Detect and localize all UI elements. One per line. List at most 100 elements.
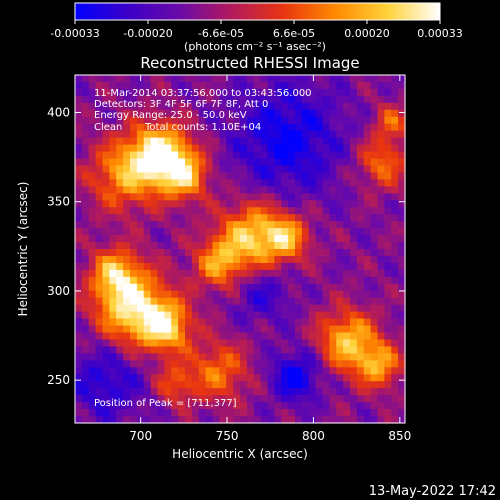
heatmap-cell <box>136 346 145 354</box>
heatmap-cell <box>212 186 220 194</box>
heatmap-cell <box>130 228 138 236</box>
heatmap-cell <box>95 360 104 368</box>
heatmap-cell <box>205 262 214 271</box>
heatmap-cell <box>343 81 351 90</box>
heatmap-cell <box>75 186 83 194</box>
heatmap-cell <box>267 221 275 229</box>
heatmap-cell <box>281 283 289 292</box>
heatmap-cell <box>178 255 186 264</box>
heatmap-cell <box>356 81 365 90</box>
heatmap-cell <box>398 109 406 118</box>
heatmap-cell <box>288 249 296 257</box>
heatmap-cell <box>109 249 117 257</box>
heatmap-cell <box>253 402 262 410</box>
heatmap-cell <box>233 304 241 313</box>
heatmap-cell <box>116 346 124 354</box>
heatmap-cell <box>171 172 179 180</box>
heatmap-cell <box>295 235 303 243</box>
heatmap-cell <box>157 179 165 187</box>
heatmap-cell <box>356 297 365 306</box>
heatmap-cell <box>398 297 406 306</box>
heatmap-cell <box>260 353 269 361</box>
heatmap-cell <box>384 235 392 243</box>
heatmap-cell <box>233 151 241 160</box>
heatmap-cell <box>171 381 179 389</box>
heatmap-cell <box>288 318 296 327</box>
heatmap-cell <box>219 381 227 389</box>
heatmap-cell <box>370 207 379 215</box>
heatmap-cell <box>315 381 324 389</box>
heatmap-cell <box>246 102 255 111</box>
heatmap-cell <box>226 374 234 382</box>
heatmap-cell <box>281 332 289 341</box>
heatmap-cell <box>171 130 179 139</box>
heatmap-cell <box>253 158 262 167</box>
heatmap-cell <box>171 262 179 271</box>
heatmap-cell <box>205 200 214 208</box>
heatmap-cell <box>398 395 406 403</box>
y-tick-label: 400 <box>47 105 70 119</box>
heatmap-cell <box>233 165 241 174</box>
heatmap-cell <box>391 242 399 250</box>
heatmap-cell <box>288 304 296 313</box>
heatmap-cell <box>398 235 406 243</box>
heatmap-cell <box>136 228 145 236</box>
heatmap-cell <box>260 332 269 341</box>
heatmap-cell <box>178 283 186 292</box>
heatmap-cell <box>295 311 303 320</box>
heatmap-cell <box>164 255 172 264</box>
heatmap-cell <box>315 304 324 313</box>
heatmap-cell <box>315 262 324 271</box>
heatmap-cell <box>88 207 97 215</box>
heatmap-cell <box>150 318 159 327</box>
heatmap-cell <box>75 332 83 341</box>
heatmap-cell <box>191 297 200 306</box>
heatmap-cell <box>260 186 269 194</box>
heatmap-cell <box>130 207 138 215</box>
heatmap-cell <box>123 242 131 250</box>
heatmap-cell <box>226 123 234 132</box>
heatmap-cell <box>219 367 227 375</box>
heatmap-cell <box>130 214 138 222</box>
heatmap-cell <box>233 214 241 222</box>
heatmap-cell <box>377 290 385 299</box>
heatmap-cell <box>267 381 275 389</box>
heatmap-cell <box>75 381 83 389</box>
heatmap-cell <box>329 165 337 174</box>
heatmap-cell <box>123 123 131 132</box>
heatmap-cell <box>136 200 145 208</box>
heatmap-cell <box>205 151 214 160</box>
heatmap-cell <box>356 75 365 83</box>
heatmap-cell <box>322 200 330 208</box>
heatmap-cell <box>295 193 303 201</box>
heatmap-cell <box>281 102 289 111</box>
heatmap-cell <box>226 395 234 403</box>
heatmap-cell <box>75 395 83 403</box>
heatmap-cell <box>370 116 379 125</box>
heatmap-cell <box>356 165 365 174</box>
heatmap-cell <box>288 353 296 361</box>
heatmap-cell <box>171 402 179 410</box>
heatmap-cell <box>274 214 282 222</box>
heatmap-cell <box>102 75 110 83</box>
heatmap-cell <box>253 290 262 299</box>
heatmap-cell <box>150 116 159 125</box>
heatmap-cell <box>288 221 296 229</box>
heatmap-cell <box>143 311 152 320</box>
heatmap-cell <box>377 395 385 403</box>
heatmap-cell <box>343 388 351 396</box>
heatmap-cell <box>150 290 159 299</box>
heatmap-cell <box>391 186 399 194</box>
heatmap-cell <box>315 102 324 111</box>
heatmap-cell <box>171 151 179 160</box>
heatmap-cell <box>267 416 275 424</box>
heatmap-cell <box>212 109 220 118</box>
heatmap-cell <box>143 214 152 222</box>
heatmap-cell <box>240 374 248 382</box>
heatmap-cell <box>322 158 330 167</box>
heatmap-cell <box>350 290 358 299</box>
heatmap-cell <box>281 137 289 146</box>
heatmap-cell <box>150 81 159 90</box>
heatmap-cell <box>281 221 289 229</box>
heatmap-cell <box>136 339 145 348</box>
